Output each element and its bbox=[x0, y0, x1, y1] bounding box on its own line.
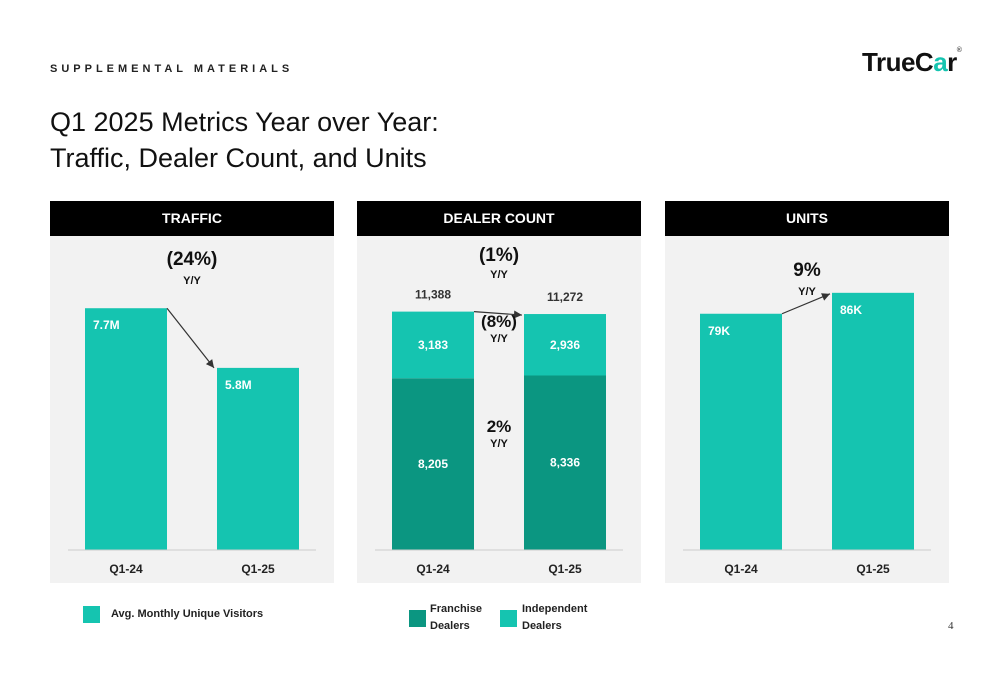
traffic-chart: 7.7M Q1-24 5.8M Q1-25 (24%) Y/Y bbox=[68, 249, 316, 576]
units-bar-q1-25 bbox=[832, 292, 914, 550]
traffic-value-label-0: 7.7M bbox=[93, 318, 120, 332]
traffic-panel: TRAFFIC 7.7M Q1-24 5.8M Q1-25 (24%) Y/Y bbox=[50, 201, 334, 583]
legend-swatch-independent bbox=[500, 610, 517, 627]
legend-label-independent: Independent Dealers bbox=[522, 601, 587, 635]
units-change-value: 9% bbox=[793, 260, 821, 281]
title-line-2: Traffic, Dealer Count, and Units bbox=[50, 143, 427, 173]
units-bar-q1-24 bbox=[700, 313, 782, 550]
dealer-tick-label-0: Q1-24 bbox=[416, 562, 450, 576]
dealer-franchise-change-value: 2% bbox=[487, 417, 512, 436]
dealer-total-label-1: 11,272 bbox=[547, 290, 583, 304]
traffic-change-unit: Y/Y bbox=[183, 275, 201, 287]
units-header: UNITS bbox=[665, 201, 949, 236]
dealer-bar-franchise-q1-24 bbox=[392, 378, 474, 550]
dealer-count-header: DEALER COUNT bbox=[357, 201, 641, 236]
dealer-franchise-label-1: 8,336 bbox=[550, 456, 580, 470]
dealer-independent-label-1: 2,936 bbox=[550, 338, 580, 352]
traffic-arrow-head bbox=[205, 359, 214, 368]
units-value-label-1: 86K bbox=[840, 303, 862, 317]
units-change-unit: Y/Y bbox=[798, 286, 816, 298]
page-title: Q1 2025 Metrics Year over Year: Traffic,… bbox=[50, 104, 439, 176]
truecar-logo: TrueCar® bbox=[862, 47, 962, 77]
dealer-total-change-value: (1%) bbox=[479, 245, 519, 266]
traffic-tick-label-0: Q1-24 bbox=[109, 562, 143, 576]
units-tick-label-0: Q1-24 bbox=[724, 562, 758, 576]
title-line-1: Q1 2025 Metrics Year over Year: bbox=[50, 107, 439, 137]
dealer-count-chart: 8,205 3,183 11,388 Q1-24 8,336 2,936 11,272 Q1-… bbox=[375, 245, 623, 576]
legend-franchise-line1: Franchise bbox=[430, 603, 482, 615]
dealer-franchise-change-unit: Y/Y bbox=[490, 438, 508, 450]
dealer-total-change-unit: Y/Y bbox=[490, 269, 508, 281]
units-value-label-0: 79K bbox=[708, 324, 730, 338]
legend-independent-line1: Independent bbox=[522, 603, 588, 615]
legend-independent-line2: Dealers bbox=[522, 620, 562, 632]
legend-label-franchise: Franchise Dealers bbox=[430, 601, 482, 635]
traffic-header: TRAFFIC bbox=[50, 201, 334, 236]
dealer-total-arrow-line bbox=[473, 311, 523, 316]
dealer-independent-change-value: (8%) bbox=[481, 312, 517, 331]
dealer-count-panel: DEALER COUNT 8,205 3,183 11,388 Q1-24 8,336 2… bbox=[357, 201, 641, 583]
units-arrow-head bbox=[821, 293, 830, 301]
units-chart: 79K Q1-24 86K Q1-25 9% Y/Y bbox=[683, 260, 931, 576]
dealer-total-label-0: 11,388 bbox=[415, 288, 451, 302]
traffic-change-value: (24%) bbox=[167, 249, 218, 270]
dealer-franchise-label-0: 8,205 bbox=[418, 457, 448, 471]
traffic-bar-q1-24 bbox=[85, 308, 167, 550]
traffic-arrow-line bbox=[166, 307, 215, 369]
legend-swatch-franchise bbox=[409, 610, 426, 627]
traffic-value-label-1: 5.8M bbox=[225, 378, 252, 392]
traffic-tick-label-1: Q1-25 bbox=[241, 562, 275, 576]
dealer-bar-independent-q1-24 bbox=[392, 311, 474, 379]
units-panel: UNITS 79K Q1-24 86K Q1-25 9% Y/Y bbox=[665, 201, 949, 583]
dealer-independent-change-unit: Y/Y bbox=[490, 333, 508, 345]
section-label: SUPPLEMENTAL MATERIALS bbox=[50, 63, 294, 75]
legend-label-visitors: Avg. Monthly Unique Visitors bbox=[111, 608, 264, 620]
dealer-independent-label-0: 3,183 bbox=[418, 338, 448, 352]
dealer-bar-franchise-q1-25 bbox=[524, 375, 606, 550]
traffic-bar-q1-25 bbox=[217, 367, 299, 550]
legend-franchise-line2: Dealers bbox=[430, 620, 470, 632]
legend-swatch-visitors bbox=[83, 606, 100, 623]
dealer-bar-independent-q1-25 bbox=[524, 314, 606, 376]
units-arrow-line bbox=[781, 293, 831, 315]
units-tick-label-1: Q1-25 bbox=[856, 562, 890, 576]
page-number: 4 bbox=[948, 620, 954, 632]
dealer-total-arrow-head bbox=[513, 310, 522, 319]
dealer-tick-label-1: Q1-25 bbox=[548, 562, 582, 576]
